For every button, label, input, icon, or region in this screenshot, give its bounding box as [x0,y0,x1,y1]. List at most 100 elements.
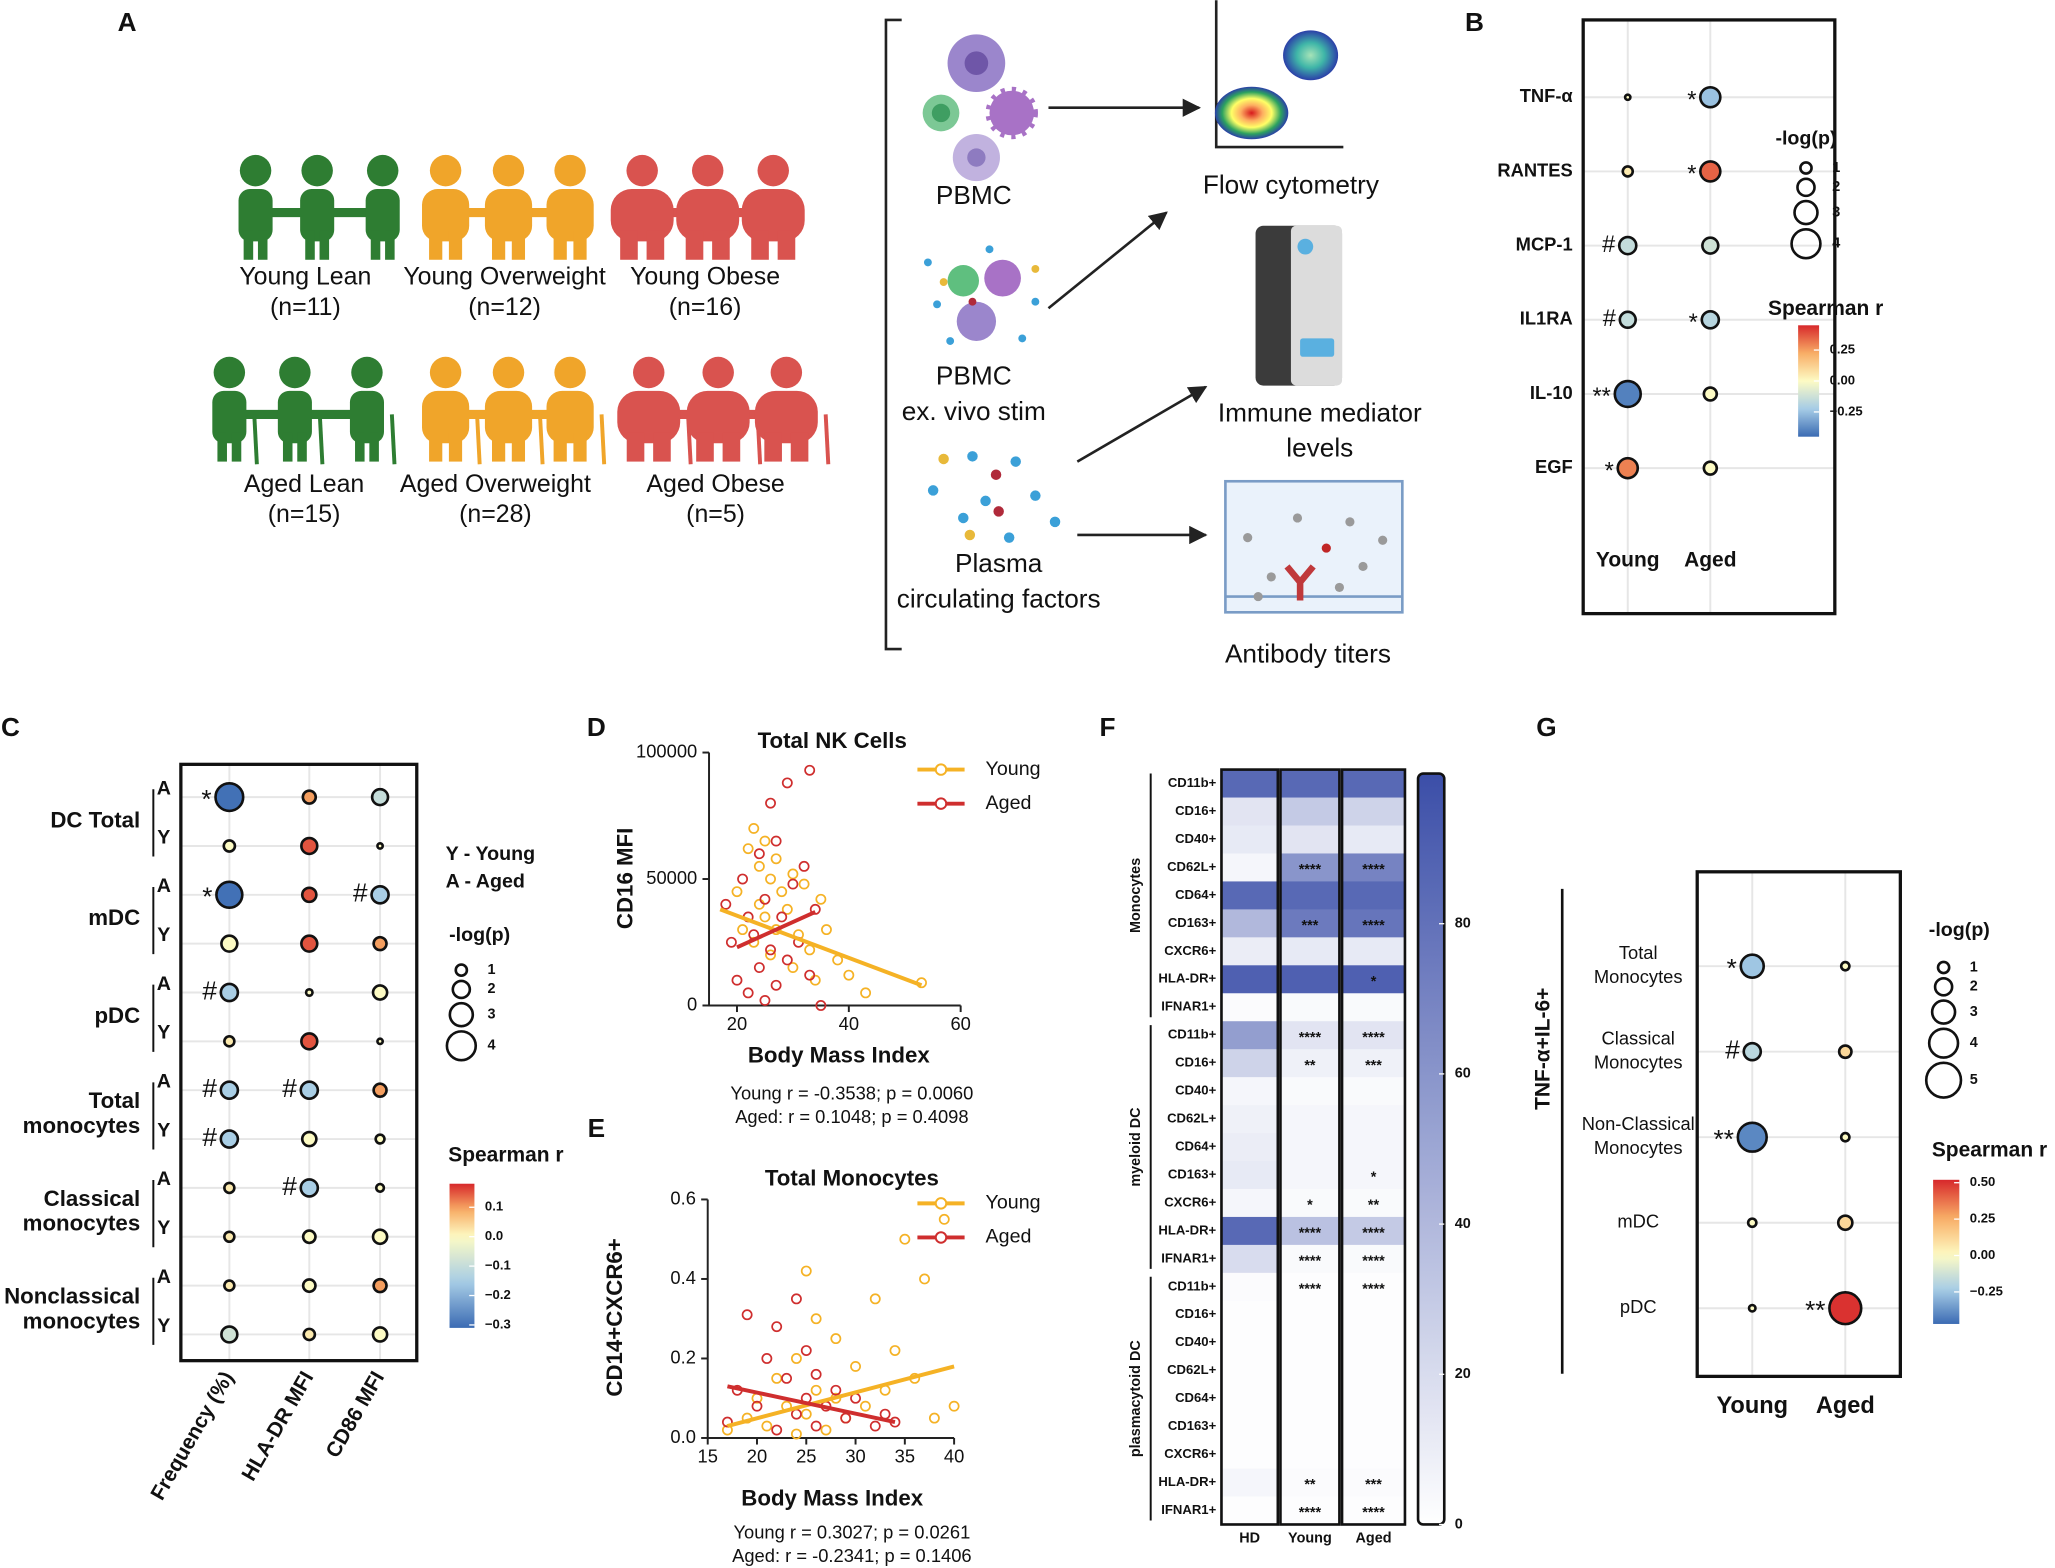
x-tick-label: 40 [944,1445,964,1466]
heat-cell [1342,1077,1405,1106]
dot [1702,460,1719,476]
color-legend-title: Spearman r [1932,1138,2047,1161]
dot [372,935,388,952]
heat-cell [1342,909,1405,938]
heat-cell [1342,1272,1405,1302]
leg [429,230,443,260]
leg [217,432,227,462]
person-icon [484,356,545,465]
heat-cell [1221,1300,1278,1330]
panel-label: F [1099,712,1115,742]
readout-label: Immune mediator [1218,397,1422,427]
torso [610,188,674,242]
x-tick-label: 35 [895,1445,915,1466]
point [810,1420,822,1432]
point [804,969,816,981]
significance-mark: # [282,1171,297,1201]
group-label: Nonclassical [4,1283,140,1308]
sub-row-label: Y [157,924,170,946]
dot [1742,1041,1763,1062]
size-legend-dot [1796,177,1816,198]
dot [301,789,318,805]
panel-label: G [1536,712,1556,742]
legend-marker [934,797,948,810]
sub-row-label: Y [157,1022,170,1044]
fit-line [727,1384,896,1425]
row-label: CD64+ [1175,887,1216,902]
torso [686,390,750,444]
plot-frame [179,762,419,1363]
fit-line [726,1364,955,1428]
heat-cell [1342,1105,1405,1134]
dot [1699,85,1722,109]
heat-cell [1221,1440,1278,1469]
torso [300,188,335,242]
colorbar-tick-label: 60 [1455,1066,1471,1082]
head [429,356,462,389]
color-legend-title: Spearman r [1768,297,1883,320]
dot [371,1228,389,1246]
dot [1837,1044,1853,1060]
head [554,154,586,187]
point [753,962,765,973]
point [790,1353,802,1364]
row-label: CD40+ [1175,1083,1216,1098]
significance-mark: **** [1299,1253,1322,1269]
leg [553,230,567,260]
colorbar-tick-label: 0 [1455,1516,1463,1532]
torso [212,390,247,444]
point [860,987,872,999]
dot [371,984,389,1001]
point [800,1408,812,1420]
heat-cell [1221,909,1278,938]
significance-mark: **** [1362,1030,1385,1046]
heat-cell [1221,1049,1278,1078]
x-tick-label: 30 [845,1445,865,1466]
dot [220,934,239,953]
heat-cell [1280,1077,1340,1106]
group-label: (n=16) [669,293,742,321]
colorbar [1933,1179,1960,1324]
significance-mark: ** [1304,1477,1316,1493]
heat-cell [1342,797,1405,826]
heat-cell [1221,1161,1278,1190]
row-label: mDC [1617,1211,1659,1232]
leg [370,230,381,260]
point [820,1424,832,1436]
colorbar-tick-label: 0.00 [1970,1247,1995,1262]
torso [238,188,273,242]
heat-cell [1280,881,1340,910]
panel-label: B [1465,7,1484,37]
heat-cell [1342,1244,1405,1274]
legend-marker [934,1197,948,1210]
cane [537,414,545,465]
leg [790,432,809,462]
size-legend-title: -log(p) [1775,127,1836,149]
y-axis-label: CD16 MFI [612,828,637,929]
dot [374,1133,386,1145]
group-label: Aged Obese [646,470,784,498]
size-legend-dot [451,979,472,1000]
dot [1700,309,1721,330]
row-label: HLA-DR+ [1158,971,1216,986]
heat-cell [1221,1021,1278,1050]
heat-cell [1342,1021,1405,1050]
heat-cell [1280,1244,1340,1274]
significance-mark: **** [1299,1030,1322,1046]
colorbar-tick-label: −0.1 [485,1258,511,1273]
heat-cell [1221,1328,1278,1358]
size-legend-dot [454,963,469,977]
row-label: IL1RA [1520,308,1573,329]
x-tick-label: 25 [796,1445,816,1466]
leg [620,230,638,260]
leg [429,432,443,462]
sub-row-label: A [157,1266,171,1288]
person-icon [349,356,397,465]
column-label: Frequency (%) [146,1368,238,1505]
point [790,1293,802,1305]
row-label: Classical [1602,1028,1675,1049]
size-legend-dot [1790,227,1822,260]
readout-label: Flow cytometry [1203,169,1380,199]
heat-cell [1280,1049,1340,1078]
dot [372,1277,388,1294]
